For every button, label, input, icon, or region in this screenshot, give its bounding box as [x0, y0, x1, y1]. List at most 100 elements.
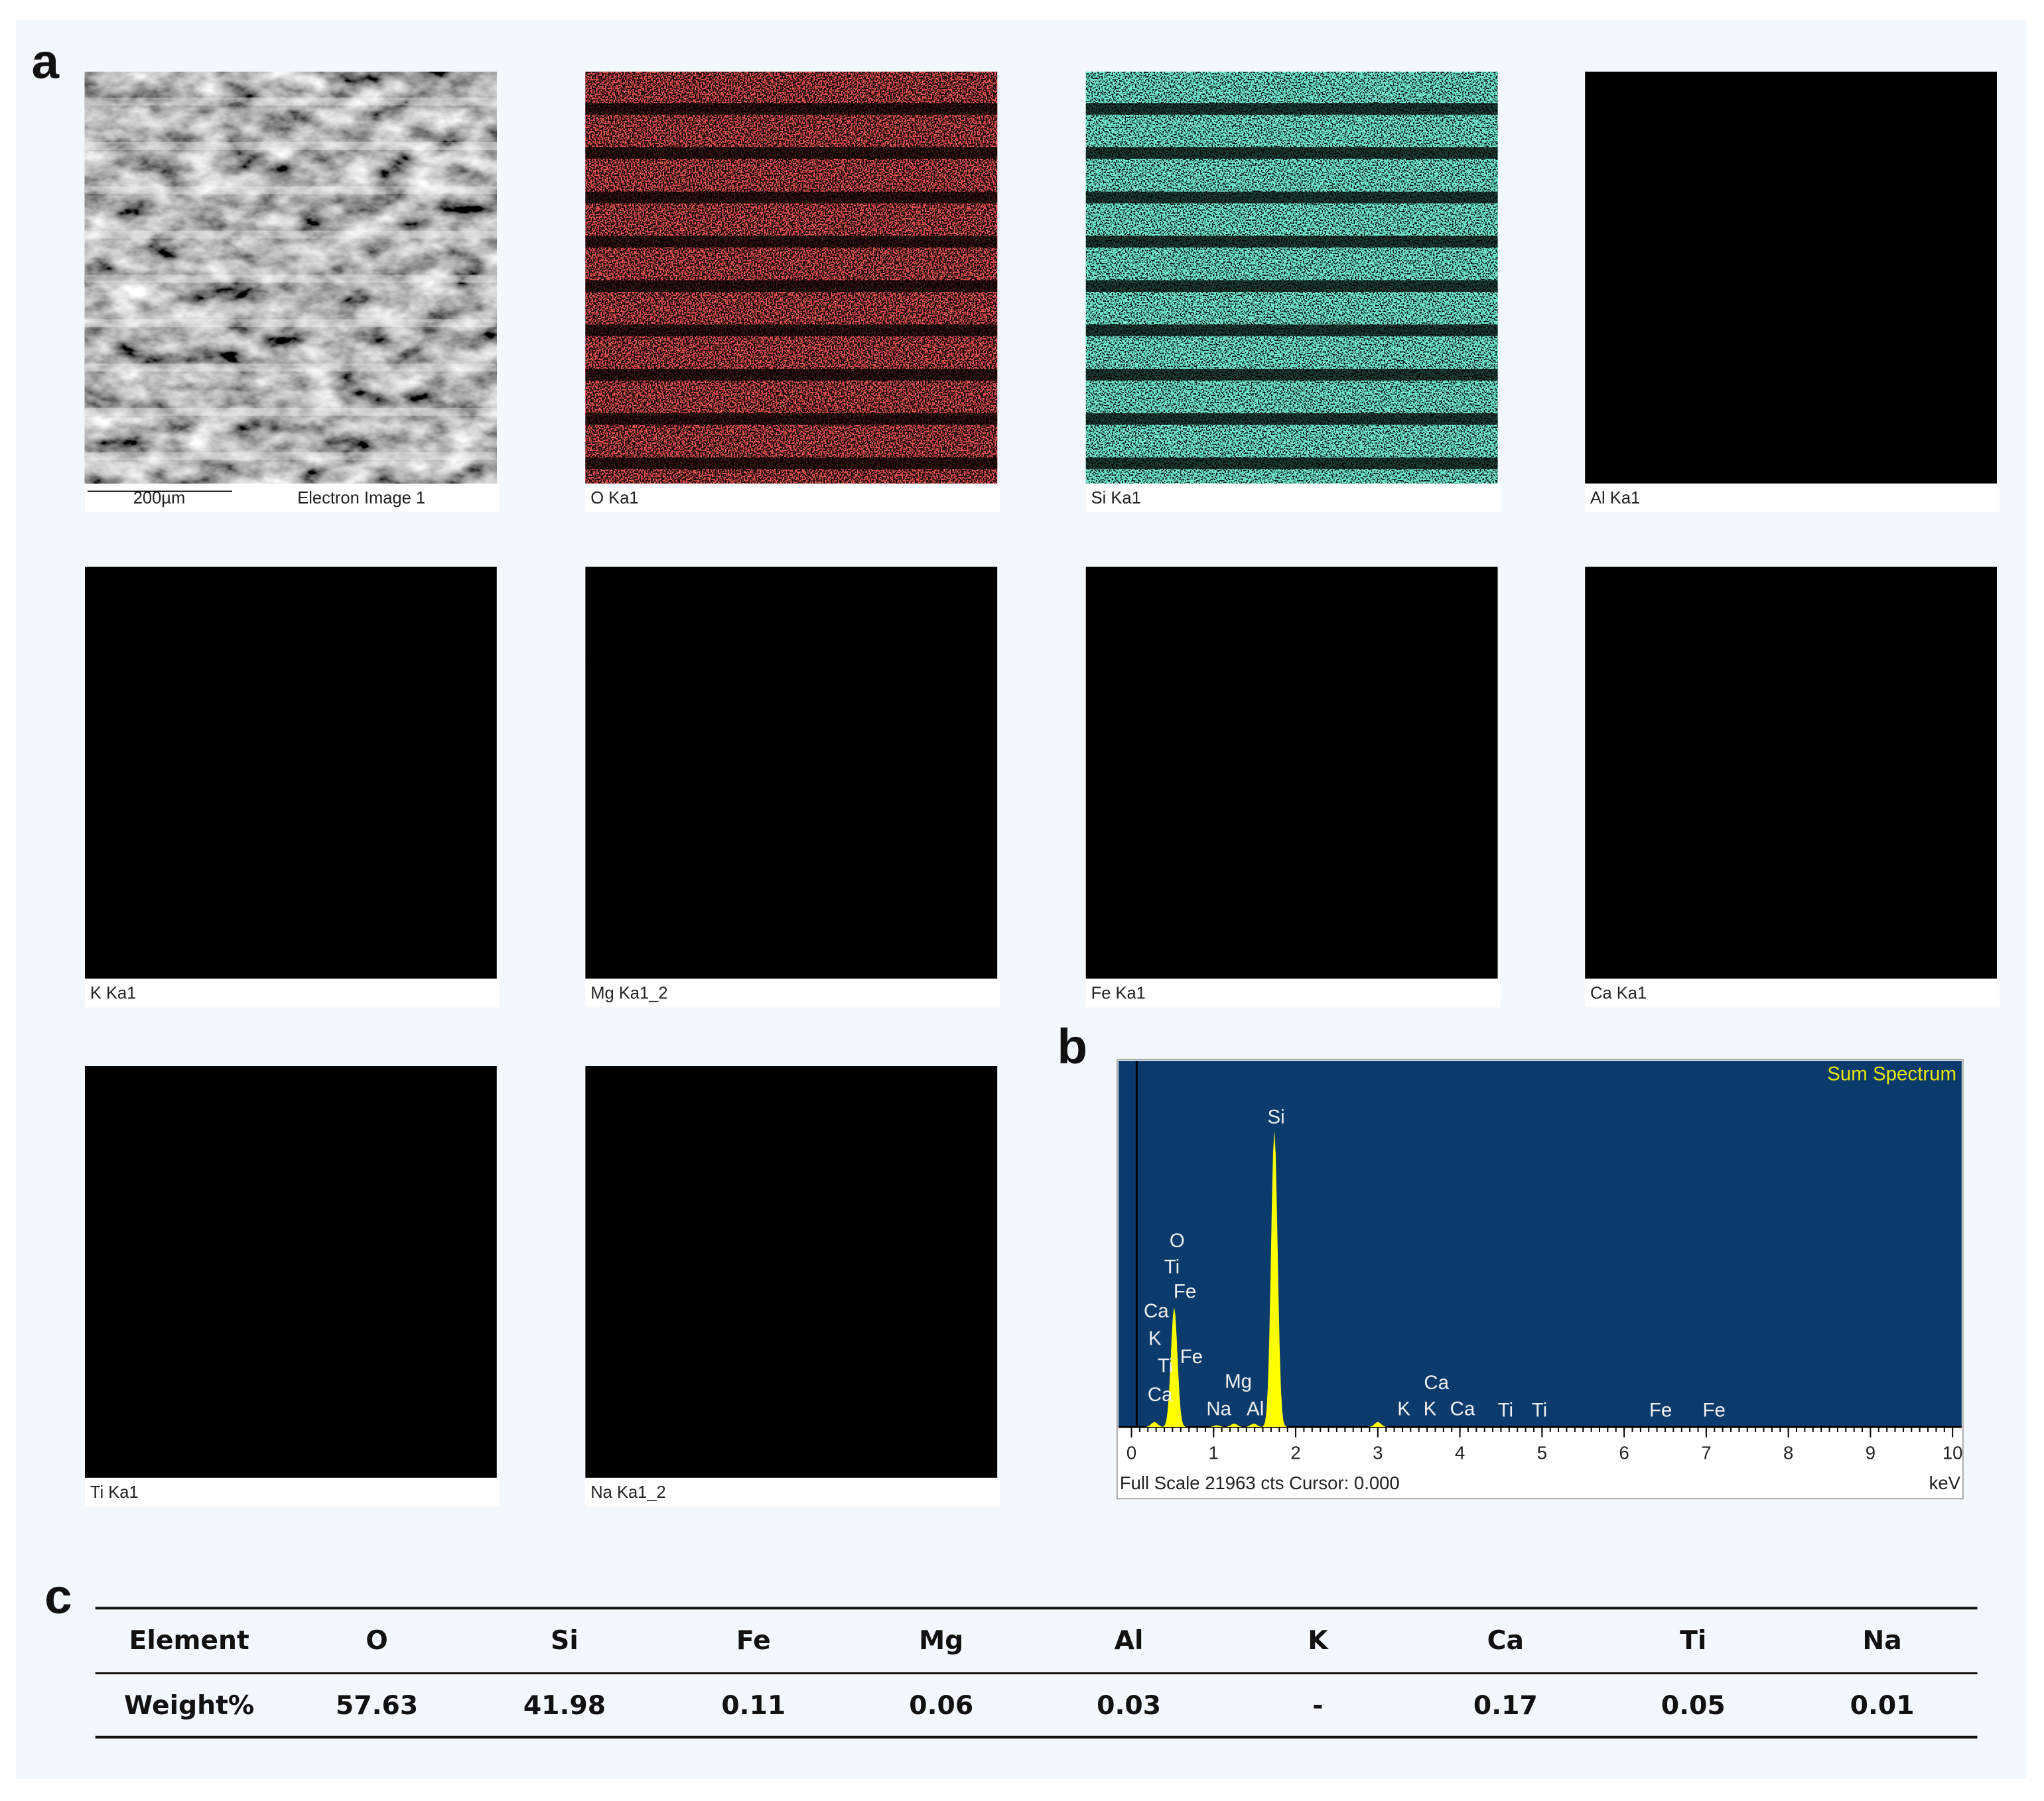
map-signal — [84, 567, 497, 979]
x-tick-label: 3 — [1373, 1443, 1383, 1463]
map-label-strip — [84, 1477, 500, 1507]
map-texture — [1085, 103, 1498, 115]
map-texture — [585, 103, 998, 115]
peak-label: Mg — [1225, 1370, 1252, 1392]
table-header: O — [366, 1626, 387, 1656]
map-texture — [1085, 324, 1498, 336]
spectrum-peak — [1255, 1130, 1294, 1428]
x-tick-label: 4 — [1455, 1443, 1465, 1463]
map-texture — [585, 457, 998, 470]
map-texture — [84, 230, 497, 239]
map-label-strip — [585, 1477, 1000, 1507]
peak-label: Ca — [1148, 1384, 1173, 1406]
map-label: Mg Ka1_2 — [590, 984, 667, 1003]
table-header: K — [1308, 1626, 1329, 1656]
spectrum-peak — [1214, 1424, 1254, 1428]
table-header: Ti — [1680, 1626, 1706, 1656]
peak-label: Na — [1206, 1398, 1231, 1420]
table-cell: 41.98 — [523, 1691, 606, 1721]
spectrum-peak — [1134, 1422, 1174, 1428]
map-label: Fe Ka1 — [1091, 984, 1146, 1003]
map-texture — [1085, 147, 1498, 159]
peak-label: Ca — [1450, 1398, 1475, 1420]
spectrum-peak — [1234, 1424, 1274, 1428]
spectrum-plot — [1118, 1061, 1962, 1428]
table-header: Al — [1115, 1626, 1144, 1656]
map-label-strip — [84, 483, 500, 513]
spectrum-peak — [1197, 1425, 1237, 1428]
peak-label: Fe — [1174, 1281, 1196, 1303]
x-tick-label: 8 — [1783, 1443, 1793, 1463]
peak-label: K — [1148, 1327, 1162, 1349]
peak-label: Fe — [1649, 1399, 1672, 1421]
table: Element O Si Fe Mg Al K Ca Ti Na Weight% 57.63 41.98… — [95, 1607, 1978, 1739]
scale-bar-label: 200µm — [133, 489, 186, 507]
map-texture — [585, 324, 998, 336]
map-texture — [84, 452, 497, 460]
map-texture — [585, 235, 998, 248]
map-label: O Ka1 — [590, 489, 638, 507]
map-label: Ti Ka1 — [90, 1483, 139, 1502]
map-label-strip — [585, 483, 1000, 513]
peak-label: Ti — [1498, 1399, 1513, 1421]
map-label: Electron Image 1 — [297, 489, 425, 507]
map-texture — [84, 407, 497, 416]
peak-label: Ca — [1144, 1300, 1169, 1322]
map-signal — [84, 1065, 497, 1478]
map-label-strip — [1085, 978, 1501, 1008]
peak-label: Ti — [1164, 1256, 1180, 1278]
x-tick-label: 2 — [1290, 1443, 1300, 1463]
map-label-strip — [1585, 483, 2000, 513]
spectrum: 0 1 2 3 4 5 6 7 8 9 10 Sum Spectrum Full Scale 21963… — [1116, 1059, 1964, 1500]
table-cell: 0.03 — [1097, 1691, 1161, 1721]
peak-label: Fe — [1180, 1346, 1203, 1368]
panel-letter: c — [44, 1568, 72, 1624]
map-label: Na Ka1_2 — [590, 1483, 665, 1502]
map-texture — [1085, 280, 1498, 293]
map-texture — [84, 98, 497, 106]
table-cell: 0.11 — [721, 1691, 785, 1721]
x-unit: keV — [1929, 1473, 1961, 1493]
spectrum-peak — [1154, 1307, 1194, 1428]
map-signal — [1085, 567, 1498, 979]
map-label-strip — [1085, 483, 1501, 513]
panel-letter: a — [31, 33, 59, 89]
map-label: Ca Ka1 — [1590, 984, 1647, 1003]
map-texture — [585, 368, 998, 381]
peak-label: Si — [1267, 1106, 1284, 1128]
table-cell: 0.06 — [909, 1691, 973, 1721]
map-signal — [585, 567, 998, 979]
table-cell: 57.63 — [336, 1691, 418, 1721]
map-signal — [1585, 72, 1997, 484]
x-tick-label: 7 — [1701, 1443, 1711, 1463]
map-signal — [1585, 567, 1997, 979]
spectrum-title: Sum Spectrum — [1827, 1063, 1956, 1085]
table-cell: 0.17 — [1473, 1691, 1538, 1721]
spectrum-peak — [1358, 1422, 1398, 1428]
map-texture — [84, 364, 497, 371]
peak-label: Ca — [1424, 1372, 1449, 1394]
map-texture — [585, 147, 998, 159]
table-header: Si — [551, 1626, 579, 1656]
map-label: Al Ka1 — [1590, 489, 1640, 507]
map-texture — [1085, 191, 1498, 204]
map-texture — [84, 319, 497, 328]
table-header: Na — [1862, 1626, 1901, 1656]
table-header: Mg — [919, 1626, 963, 1656]
x-tick-label: 9 — [1866, 1443, 1875, 1463]
map-texture — [84, 142, 497, 150]
table-cell: 0.01 — [1850, 1691, 1915, 1721]
peak-label: Ti — [1158, 1355, 1173, 1377]
table-header: Element — [129, 1626, 249, 1656]
peak-label: Ti — [1532, 1399, 1547, 1421]
map-texture — [1085, 413, 1498, 425]
map-texture — [84, 186, 497, 194]
map-signal — [585, 1065, 998, 1478]
map-texture — [1085, 235, 1498, 248]
peak-label: Al — [1247, 1398, 1264, 1420]
x-tick-label: 6 — [1619, 1443, 1629, 1463]
map-texture — [84, 275, 497, 283]
map-label-strip — [585, 978, 1000, 1008]
peak-label: K — [1424, 1398, 1437, 1420]
